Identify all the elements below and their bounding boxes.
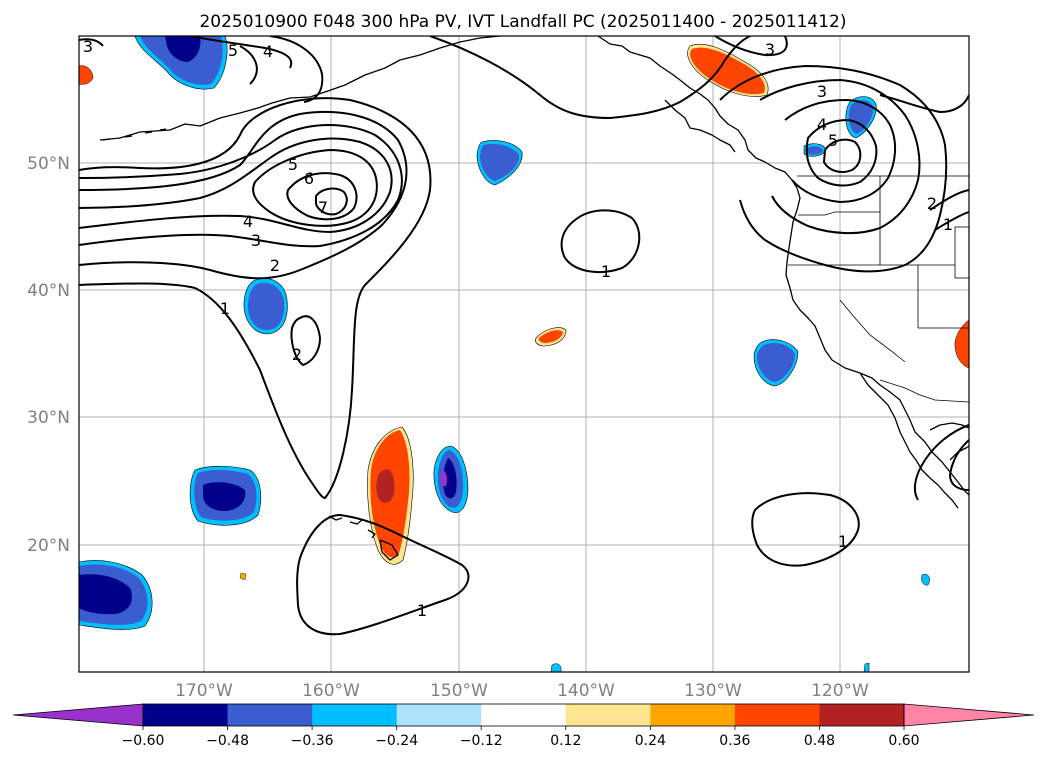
colorbar-extend-high bbox=[903, 703, 1035, 727]
contour-label: 5 bbox=[228, 41, 238, 60]
contour-label: 1 bbox=[417, 601, 427, 620]
contour-label: 1 bbox=[838, 532, 848, 551]
pv-negative-core-176w bbox=[79, 574, 132, 615]
map-area: 3 5 4 5 6 7 4 3 2 1 2 1 1 1 3 3 4 5 2 1 bbox=[79, 36, 969, 672]
contour-label: 4 bbox=[263, 42, 273, 61]
colorbar-segment bbox=[143, 704, 229, 726]
colorbar-segment bbox=[650, 704, 736, 726]
colorbar-tick-label: 0.24 bbox=[635, 733, 666, 749]
colorbar-extend-low bbox=[12, 703, 144, 727]
contour-label: 5 bbox=[828, 131, 838, 150]
pv-positive-feature-111w bbox=[954, 319, 969, 369]
map-frame bbox=[78, 35, 970, 673]
pv-negative-small-mid-121w bbox=[807, 146, 823, 155]
latitude-labels: 50°N 40°N 30°N 20°N bbox=[27, 154, 70, 556]
colorbar-tick-label: −0.24 bbox=[375, 733, 418, 749]
colorbar-segment bbox=[565, 704, 651, 726]
lat-label: 20°N bbox=[27, 536, 70, 556]
colorbar-tick-label: −0.12 bbox=[460, 733, 503, 749]
contour-labels: 3 5 4 5 6 7 4 3 2 1 2 1 1 1 3 3 4 5 2 1 bbox=[83, 37, 953, 620]
colorbar: −0.60 −0.48 −0.36 −0.24 −0.12 0.12 0.24 0.36 0.4… bbox=[12, 703, 1035, 749]
contour-label: 2 bbox=[927, 194, 937, 213]
contour-label: 5 bbox=[288, 155, 298, 174]
pv-negative-core-168w bbox=[203, 482, 246, 511]
contour-label: 3 bbox=[251, 231, 261, 250]
contour-label: 2 bbox=[270, 256, 280, 275]
gridlines bbox=[79, 36, 969, 672]
colorbar-tick-label: 0.12 bbox=[550, 733, 581, 749]
pv-negative-mid-119w bbox=[848, 100, 874, 134]
pv-small-blob-4 bbox=[863, 662, 870, 672]
longitude-labels: 170°W 160°W 150°W 140°W 130°W 120°W bbox=[175, 681, 869, 701]
pv-small-blob-3 bbox=[550, 663, 562, 672]
colorbar-tick-label: −0.60 bbox=[122, 733, 165, 749]
contour-label: 7 bbox=[318, 198, 328, 217]
colorbar-segment bbox=[734, 704, 820, 726]
colorbar-segment bbox=[481, 704, 567, 726]
colorbar-segment bbox=[396, 704, 482, 726]
lat-label: 50°N bbox=[27, 154, 70, 174]
contour-label: 2 bbox=[292, 345, 302, 364]
pv-positive-feature-180w bbox=[79, 65, 94, 85]
contour-label: 3 bbox=[765, 40, 775, 59]
colorbar-segment bbox=[227, 704, 313, 726]
lon-label: 120°W bbox=[811, 681, 869, 701]
pv-negative-mid-124w bbox=[757, 343, 795, 382]
map-background bbox=[79, 36, 969, 672]
colorbar-segment bbox=[819, 704, 905, 726]
lon-label: 160°W bbox=[302, 681, 360, 701]
pv-small-blob-2 bbox=[239, 572, 247, 581]
coastlines bbox=[99, 36, 969, 561]
lon-label: 130°W bbox=[684, 681, 742, 701]
contour-label: 1 bbox=[601, 262, 611, 281]
lon-label: 140°W bbox=[557, 681, 615, 701]
pv-negative-mid-146w bbox=[480, 144, 520, 181]
pv-positive-core-142w bbox=[538, 330, 563, 343]
pv-positive-inner-hawaii bbox=[376, 469, 395, 503]
lon-label: 170°W bbox=[175, 681, 233, 701]
borders bbox=[788, 175, 969, 403]
colorbar-tick-label: −0.36 bbox=[291, 733, 334, 749]
colorbar-tick-label: 0.48 bbox=[804, 733, 835, 749]
colorbar-segment bbox=[312, 704, 398, 726]
pv-fills bbox=[79, 36, 969, 672]
contour-label: 1 bbox=[943, 215, 953, 234]
contour-label: 3 bbox=[83, 37, 93, 56]
colorbar-tick-label: 0.36 bbox=[719, 733, 750, 749]
ivt-contours bbox=[79, 36, 969, 636]
colorbar-frame bbox=[142, 703, 905, 727]
contour-label: 4 bbox=[817, 115, 827, 134]
pv-negative-min-150w bbox=[440, 470, 447, 487]
pv-negative-mid-165w bbox=[247, 282, 285, 330]
contour-label: 4 bbox=[243, 212, 253, 231]
pv-negative-core-170w bbox=[165, 36, 201, 62]
colorbar-tick-label: 0.60 bbox=[888, 733, 919, 749]
lat-label: 30°N bbox=[27, 408, 70, 428]
pv-small-blob-1 bbox=[921, 574, 930, 586]
colorbar-tick-label: −0.48 bbox=[206, 733, 249, 749]
lon-label: 150°W bbox=[430, 681, 488, 701]
contour-label: 3 bbox=[817, 82, 827, 101]
lat-label: 40°N bbox=[27, 281, 70, 301]
contour-label: 1 bbox=[220, 299, 230, 318]
pv-positive-core-131w bbox=[690, 47, 765, 95]
contour-label: 6 bbox=[304, 169, 314, 188]
pv-negative-core-150w bbox=[443, 458, 457, 499]
chart-title: 2025010900 F048 300 hPa PV, IVT Landfall… bbox=[199, 12, 846, 32]
